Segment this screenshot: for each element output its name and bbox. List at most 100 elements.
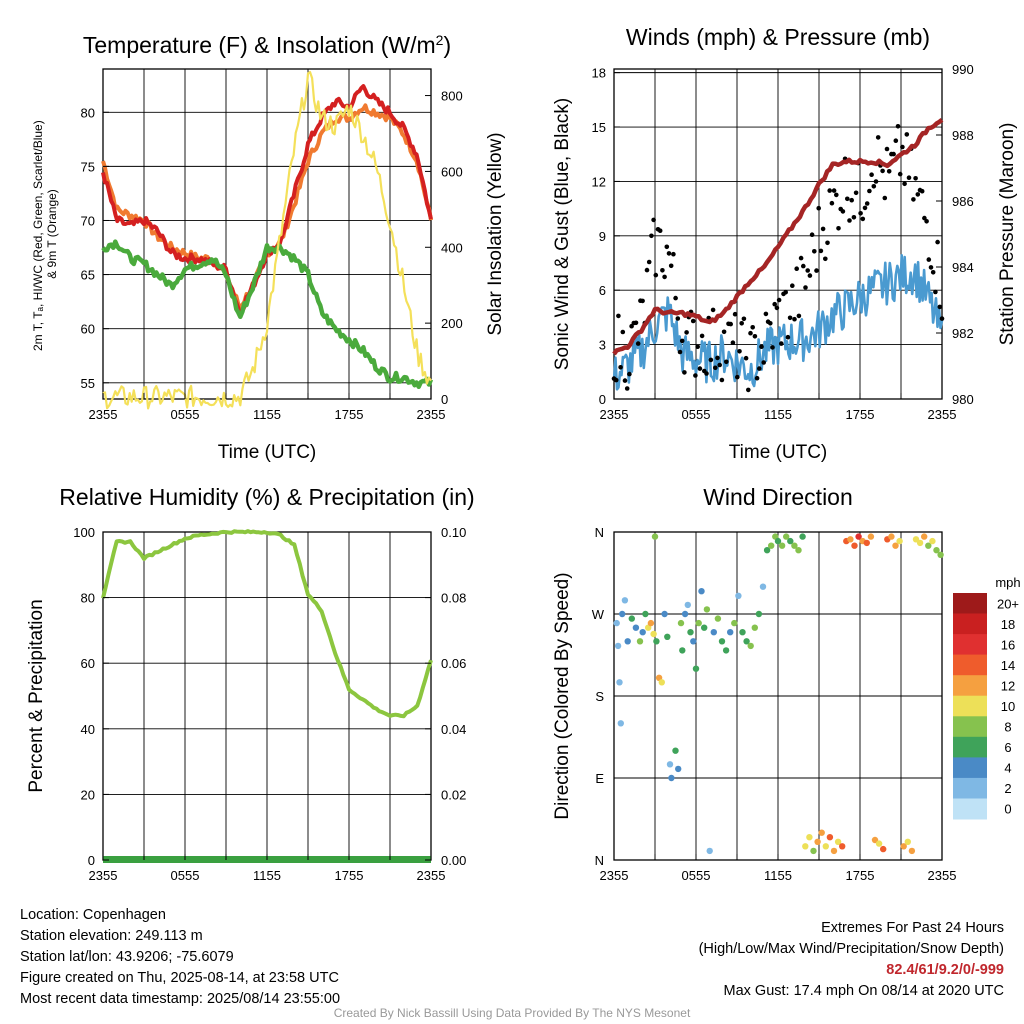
wind-direction-point [904,838,911,845]
wind-direction-point [621,597,629,604]
temperature-ylabel-line-1: 2m T, Tₐ, HI/WC (Red, Green, Scarlet/Blu… [31,120,45,351]
gust-point [823,256,828,262]
wind-direction-point [727,629,734,636]
wind-direction-point [818,829,825,836]
gust-point [900,144,905,150]
wind-direction-point [647,619,655,627]
wind-direction-point [661,610,668,618]
speed-legend-swatch [953,675,987,697]
gust-point [922,215,927,221]
speed-legend-swatch [953,654,987,676]
gust-point [836,226,841,231]
gust-point [882,195,888,201]
wind-direction-point [684,601,691,609]
winds-y2tick-label: 990 [952,62,974,77]
gust-point [741,316,747,322]
speed-legend-label: 0 [1004,802,1011,817]
wind-direction-point [628,615,635,622]
gust-point [895,124,901,129]
humidity-ytick-label: 100 [73,525,95,540]
humidity-xtick-label: 0555 [171,868,200,883]
wind-direction-point [619,610,626,618]
wind-direction-point [650,630,657,638]
temperature-xlabel: Time (UTC) [218,442,317,463]
gust-point [620,329,626,335]
humidity-xtick-label: 2355 [417,868,446,883]
gust-point [776,297,782,303]
speed-legend-swatch [953,593,987,614]
wind-direction-point [664,633,671,640]
gust-point [847,218,852,223]
wind-direction-point [759,583,767,590]
humidity-ytick-label: 80 [81,591,95,606]
gust-point [796,313,802,319]
humidity-y2tick-label: 0.02 [441,787,466,802]
gust-point [831,188,837,193]
wind-direction-point [863,539,870,547]
gust-point [699,333,705,339]
wind-direction-point [698,588,705,595]
speed-legend-label: 16 [1001,637,1015,652]
gust-point [893,138,899,143]
wind-direction-point [692,665,700,672]
insolation-ylabel: Solar Insolation (Yellow) [485,132,506,335]
gust-point [935,239,940,245]
wind-direction-point [677,619,685,627]
wind-direction-point [718,638,726,645]
temperature-y2tick-label: 400 [441,240,463,255]
temperature-y2tick-label: 0 [441,392,448,407]
gust-point [851,215,857,220]
speed-legend-swatch [953,757,987,779]
speed-legend-label: 2 [1004,781,1011,796]
wind-direction-point [763,547,771,554]
gust-point [710,307,716,313]
winds-series [611,118,945,393]
wind-direction-point [755,610,763,618]
speed-legend: 20+ 18 16 14 12 10 8 6 4 2 0 [953,593,1019,820]
gust-point [633,320,639,326]
station-location: Location: Copenhagen [20,907,166,923]
gust-point [798,255,804,261]
temperature-ytick-label: 55 [81,376,95,391]
gust-point [761,360,766,365]
gust-point [792,316,797,322]
gust-point [671,251,676,257]
wind-direction-point [908,847,916,855]
wind-direction-point [616,679,623,686]
wind-direction-point [768,542,775,549]
gust-point [653,272,659,278]
temperature-ytick-label: 80 [81,105,95,120]
gust-point [807,273,813,278]
winds-xtick-label: 2355 [928,407,957,422]
gust-point [873,179,879,184]
wind-direction-point [900,843,907,850]
gust-point [690,318,696,324]
wind-direction-panel: Wind Direction 2355 0555 1155 1755 2355NESWN… [552,484,1021,883]
wind-direction-point [814,838,821,845]
gust-point [924,219,929,224]
gust-point [737,349,742,354]
pressure-ylabel: Station Pressure (Maroon) [997,123,1018,346]
wind-direction-xtick-label: 0555 [682,868,711,883]
winds-y2tick-label: 984 [952,260,974,275]
gust-point [684,330,689,335]
gust-point [867,188,872,194]
temperature-ticks: 2355 0555 1155 1755 235555606570758002004006… [81,89,463,422]
gust-point [721,329,727,335]
wind-direction-points [613,533,944,855]
wind-direction-xtick-label: 2355 [600,868,629,883]
gust-point [787,315,793,321]
wind-direction-grid [614,532,942,860]
temperature-ytick-label: 75 [81,159,95,174]
gust-point [862,205,868,211]
gust-point [880,168,885,174]
gust-point [719,377,725,383]
wind-direction-point [668,774,675,782]
humidity-xtick-label: 1755 [335,868,364,883]
wind-direction-point [925,542,932,549]
gust-point [748,330,753,336]
temperature-xtick-label: 2355 [89,407,118,422]
winds-ytick-label: 0 [599,392,606,407]
humidity-y2tick-label: 0.08 [441,591,466,606]
